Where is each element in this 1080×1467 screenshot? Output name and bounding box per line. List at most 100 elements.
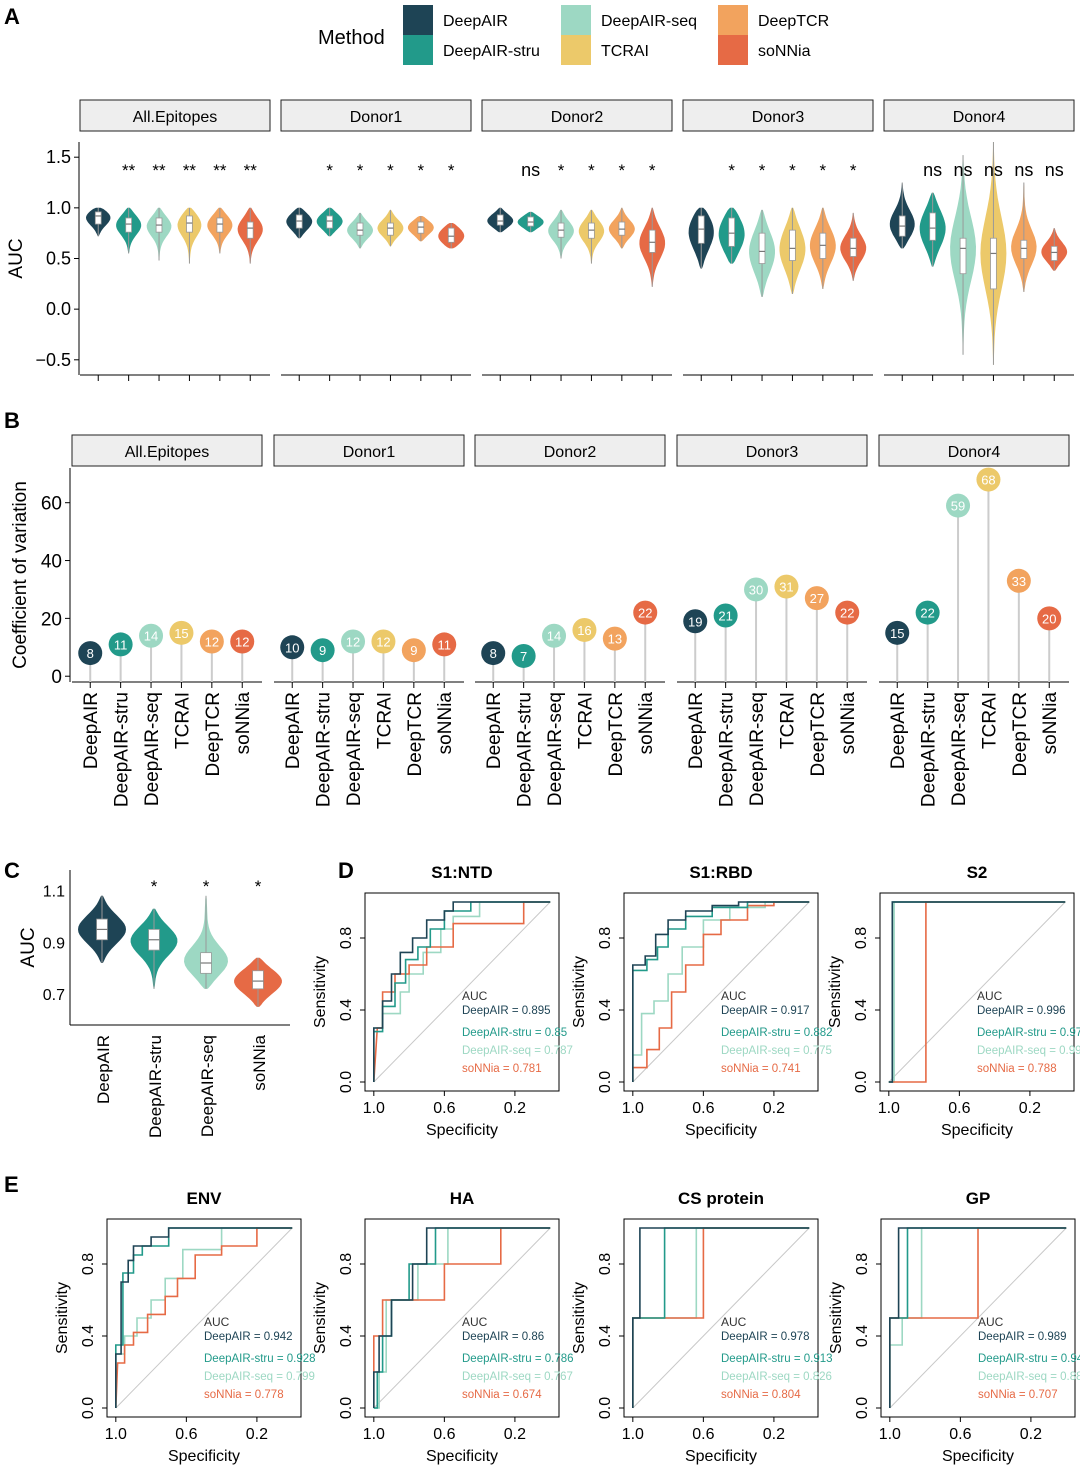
roc-auc-deepair: DeepAIR = 0.895 (462, 1005, 551, 1017)
box-4-4 (1020, 239, 1028, 259)
box-0-3 (186, 215, 193, 233)
x-tick-label-sonnia: soNNia (636, 692, 657, 755)
box-0-5 (246, 221, 254, 239)
lollipop-value: 30 (749, 582, 763, 597)
facet-label-donor3: Donor3 (752, 109, 805, 126)
lollipop-dot-tcrai (572, 617, 597, 642)
lollipop-dot-deepair-stru (108, 632, 133, 657)
x-tick-label-deepair: DeepAIR (94, 1035, 113, 1104)
roc-ylabel: Sensitivity (312, 956, 329, 1028)
lollipop-value: 22 (840, 606, 854, 621)
significance-label: ns (984, 160, 1003, 180)
x-tick-label-sonnia: soNNia (250, 1034, 269, 1090)
roc-auc-deepair-stru: DeepAIR-stru = 0.946 (978, 1353, 1080, 1365)
roc-y-tick-label: 0.8 (338, 927, 355, 949)
facet-strip-donor3 (676, 434, 868, 467)
significance-label: * (619, 161, 626, 180)
significance-label: ns (1045, 160, 1064, 180)
roc-curve-deepair (631, 901, 810, 1082)
lollipop-dot-deeptcr (1006, 568, 1031, 593)
y-axis-label: Coefficient of variation (10, 481, 31, 669)
x-tick-label-deepair-seq: DeepAIR-seq (949, 692, 970, 806)
y-tick-label: 0.7 (43, 987, 65, 1004)
lollipop-value: 22 (638, 606, 652, 621)
x-tick-label-deepair: DeepAIR (81, 692, 102, 769)
panel-d-roc-curves: S1:NTD Sensitivity 0.0 0.4 0.8 1.0 0.6 0.2 Speci… (312, 863, 1080, 1139)
significance-label: * (728, 161, 735, 180)
significance-label: ns (521, 160, 540, 180)
significance-label: * (820, 161, 827, 180)
roc-auc-deepair-seq: DeepAIR-seq = 0.88 (978, 1371, 1080, 1383)
x-tick-label-deepair: DeepAIR (686, 692, 707, 769)
lollipop-dot-deepair-stru (915, 600, 940, 625)
significance-label: * (850, 161, 857, 180)
box-0-4 (216, 217, 224, 233)
x-tick-label-deeptcr: DeepTCR (606, 692, 627, 776)
roc-title-cs-protein: CS protein (678, 1189, 764, 1208)
box-1-1 (326, 215, 333, 229)
significance-label: ns (923, 160, 942, 180)
significance-label: * (558, 161, 565, 180)
roc-x-tick-label: 0.6 (433, 1426, 455, 1443)
roc-x-tick-label: 0.6 (175, 1426, 197, 1443)
roc-x-tick-label: 0.2 (246, 1426, 268, 1443)
facet-label-donor4: Donor4 (953, 109, 1006, 126)
x-tick-label-deeptcr: DeepTCR (808, 692, 829, 776)
roc-y-tick-label: 0.0 (338, 1071, 355, 1093)
lollipop-dot-sonnia (633, 600, 658, 625)
significance-label: ** (183, 161, 197, 180)
facet-strip-donor4 (878, 434, 1070, 467)
roc-xlabel: Specificity (426, 1448, 498, 1465)
legend-label-deeptcr: DeepTCR (758, 13, 829, 30)
roc-curve-sonnia (115, 1227, 293, 1409)
roc-xlabel: Specificity (168, 1448, 240, 1465)
significance-label: * (151, 877, 158, 896)
lollipop-value: 59 (951, 499, 965, 514)
roc-y-tick-label: 0.4 (80, 1325, 97, 1347)
roc-y-tick-label: 0.0 (597, 1397, 614, 1419)
roc-x-tick-label: 1.0 (878, 1100, 900, 1117)
lollipop-value: 15 (174, 626, 188, 641)
y-tick-label: −0.5 (35, 350, 71, 370)
lollipop-value: 8 (87, 646, 94, 661)
box-3-3 (789, 229, 796, 261)
roc-diagonal (373, 901, 551, 1083)
roc-title-s2: S2 (967, 863, 988, 882)
roc-y-tick-label: 0.4 (854, 1325, 871, 1347)
box-4-3 (990, 237, 997, 290)
box-4-2 (959, 237, 967, 275)
roc-x-tick-label: 0.2 (1019, 1100, 1041, 1117)
roc-auc-header: AUC (204, 1315, 230, 1329)
roc-y-tick-label: 0.4 (338, 1325, 355, 1347)
x-tick-label-deepair-stru: DeepAIR-stru (112, 692, 133, 807)
roc-y-tick-label: 0.8 (597, 927, 614, 949)
x-tick-label-deepair: DeepAIR (484, 692, 505, 769)
lollipop-value: 21 (718, 608, 732, 623)
roc-y-tick-label: 0.4 (597, 1325, 614, 1347)
legend-label-deepair: DeepAIR (443, 13, 508, 30)
roc-curve-deepair (372, 1227, 551, 1408)
legend-swatch-deepair-stru (403, 35, 433, 65)
box-2-5 (648, 229, 656, 253)
roc-ylabel: Sensitivity (828, 1282, 845, 1354)
facet-strip-donor4 (883, 99, 1075, 132)
roc-x-tick-label: 0.6 (692, 1100, 714, 1117)
lollipop-value: 11 (114, 637, 128, 652)
roc-ylabel: Sensitivity (827, 956, 844, 1028)
lollipop-dot-deeptcr (199, 629, 224, 654)
roc-auc-deepair-seq: DeepAIR-seq = 0.787 (462, 1045, 573, 1057)
lollipop-value: 12 (346, 635, 360, 650)
x-tick-label-sonnia: soNNia (233, 692, 254, 755)
roc-y-tick-label: 0.0 (338, 1397, 355, 1419)
facet-strip-all-epitopes (71, 434, 263, 467)
y-tick-label: 40 (41, 552, 62, 573)
roc-curve-deepair (631, 1227, 810, 1408)
facet-label-all-epitopes: All.Epitopes (125, 444, 210, 461)
box-3-1 (728, 217, 735, 247)
roc-y-tick-label: 0.8 (80, 1253, 97, 1275)
significance-label: * (789, 161, 796, 180)
roc-curve-deepair (888, 1227, 1067, 1408)
legend-title: Method (318, 27, 385, 49)
